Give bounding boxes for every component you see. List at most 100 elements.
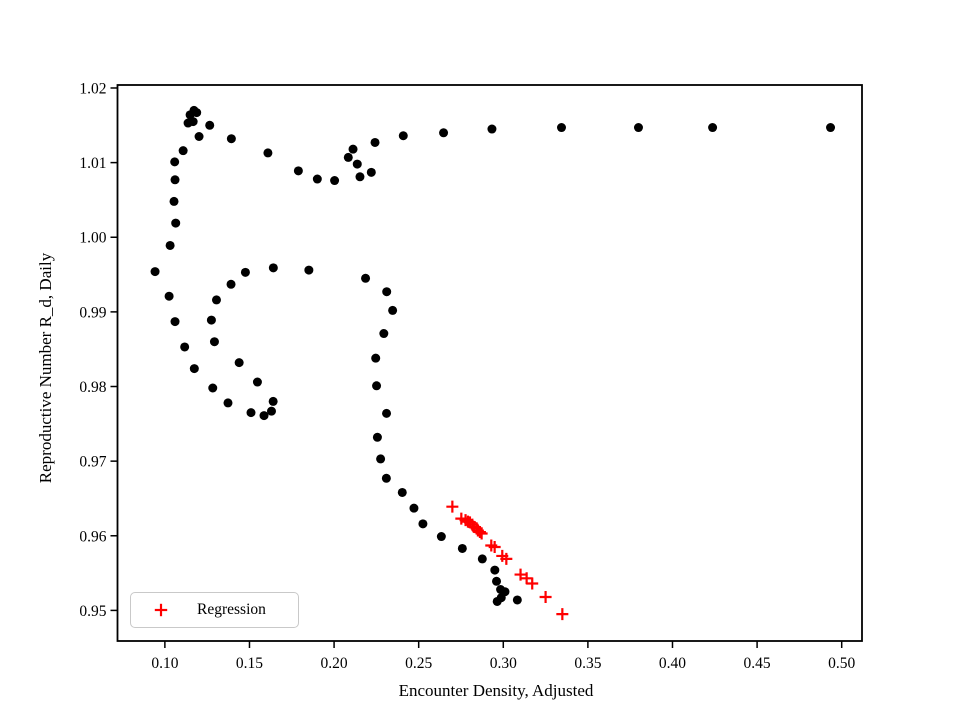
data-point bbox=[194, 131, 204, 141]
legend-entry-label: Regression bbox=[197, 601, 266, 618]
x-tick-label: 0.45 bbox=[744, 655, 771, 672]
data-point bbox=[150, 267, 160, 277]
data-point bbox=[330, 176, 340, 186]
y-tick-label: 0.96 bbox=[79, 528, 106, 545]
data-point bbox=[165, 240, 175, 250]
data-point bbox=[169, 196, 179, 206]
data-point bbox=[170, 157, 180, 167]
data-point bbox=[164, 291, 174, 301]
y-tick-label: 0.99 bbox=[79, 304, 106, 321]
data-point bbox=[268, 263, 278, 273]
data-point bbox=[268, 396, 278, 406]
data-point bbox=[170, 175, 180, 185]
data-point bbox=[372, 381, 382, 391]
data-point bbox=[487, 124, 497, 134]
data-point bbox=[352, 159, 362, 169]
y-tick-label: 0.95 bbox=[79, 603, 106, 620]
regression-plus-icon bbox=[154, 603, 168, 617]
data-point bbox=[185, 110, 195, 120]
data-point bbox=[397, 487, 407, 497]
x-tick-label: 0.50 bbox=[828, 655, 855, 672]
data-point bbox=[246, 408, 256, 418]
data-point bbox=[234, 358, 244, 368]
data-point bbox=[263, 148, 273, 158]
data-point bbox=[240, 267, 250, 277]
legend-box: Regression bbox=[130, 592, 299, 628]
data-point bbox=[180, 342, 190, 352]
data-point bbox=[372, 432, 382, 442]
regression-point bbox=[446, 500, 459, 513]
data-point bbox=[477, 554, 487, 564]
data-point bbox=[304, 265, 314, 275]
data-point bbox=[343, 152, 353, 162]
data-point bbox=[226, 134, 236, 144]
data-point bbox=[371, 353, 381, 363]
regression-series bbox=[446, 500, 569, 621]
data-point bbox=[492, 596, 502, 606]
data-point bbox=[206, 315, 216, 325]
regression-point bbox=[526, 577, 539, 590]
data-point bbox=[826, 123, 836, 133]
y-tick-label: 0.97 bbox=[79, 454, 106, 471]
trajectory-series bbox=[150, 105, 836, 606]
x-axis-label: Encounter Density, Adjusted bbox=[398, 681, 594, 700]
data-point bbox=[398, 131, 408, 141]
data-point bbox=[205, 120, 215, 130]
data-point bbox=[266, 406, 276, 416]
plot-frame bbox=[116, 84, 863, 642]
data-point bbox=[293, 166, 303, 176]
y-tick-label: 1.01 bbox=[79, 155, 106, 172]
data-point bbox=[189, 364, 199, 374]
data-point bbox=[708, 123, 718, 133]
regression-point bbox=[556, 608, 569, 621]
data-point bbox=[361, 273, 371, 283]
data-point bbox=[382, 287, 392, 297]
data-point bbox=[436, 532, 446, 542]
data-point bbox=[208, 383, 218, 393]
regression-point bbox=[514, 568, 527, 581]
y-axis-label: Reproductive Number R_d, Daily bbox=[36, 252, 55, 484]
data-point bbox=[211, 295, 221, 305]
data-point bbox=[312, 174, 322, 184]
data-point bbox=[490, 565, 500, 575]
data-point bbox=[388, 305, 398, 315]
data-point bbox=[178, 146, 188, 156]
data-point bbox=[226, 279, 236, 289]
data-point bbox=[439, 128, 449, 138]
data-point bbox=[183, 118, 193, 128]
data-point bbox=[370, 137, 380, 147]
x-tick-label: 0.25 bbox=[405, 655, 432, 672]
data-point bbox=[409, 503, 419, 513]
data-point bbox=[252, 377, 262, 387]
x-tick-label: 0.30 bbox=[490, 655, 517, 672]
x-tick-label: 0.20 bbox=[321, 655, 348, 672]
data-point bbox=[457, 543, 467, 553]
data-point bbox=[512, 595, 522, 605]
data-point bbox=[376, 454, 386, 464]
regression-point bbox=[488, 540, 501, 553]
data-point bbox=[382, 408, 392, 418]
data-point bbox=[366, 167, 376, 177]
data-point bbox=[355, 172, 365, 182]
data-point bbox=[556, 123, 566, 133]
regression-point bbox=[473, 526, 486, 539]
data-point bbox=[381, 473, 391, 483]
x-tick-label: 0.10 bbox=[151, 655, 178, 672]
data-point bbox=[379, 329, 389, 339]
data-point bbox=[492, 576, 502, 586]
regression-point bbox=[500, 552, 513, 565]
data-point bbox=[259, 411, 269, 421]
data-point bbox=[170, 317, 180, 327]
y-tick-label: 1.02 bbox=[79, 80, 106, 97]
data-point bbox=[348, 144, 358, 154]
regression-point bbox=[520, 572, 533, 585]
data-point bbox=[209, 337, 219, 347]
y-tick-label: 1.00 bbox=[79, 230, 106, 247]
x-tick-label: 0.40 bbox=[659, 655, 686, 672]
x-tick-label: 0.35 bbox=[574, 655, 601, 672]
data-point bbox=[171, 218, 181, 228]
x-tick-label: 0.15 bbox=[236, 655, 263, 672]
regression-point bbox=[475, 527, 488, 540]
